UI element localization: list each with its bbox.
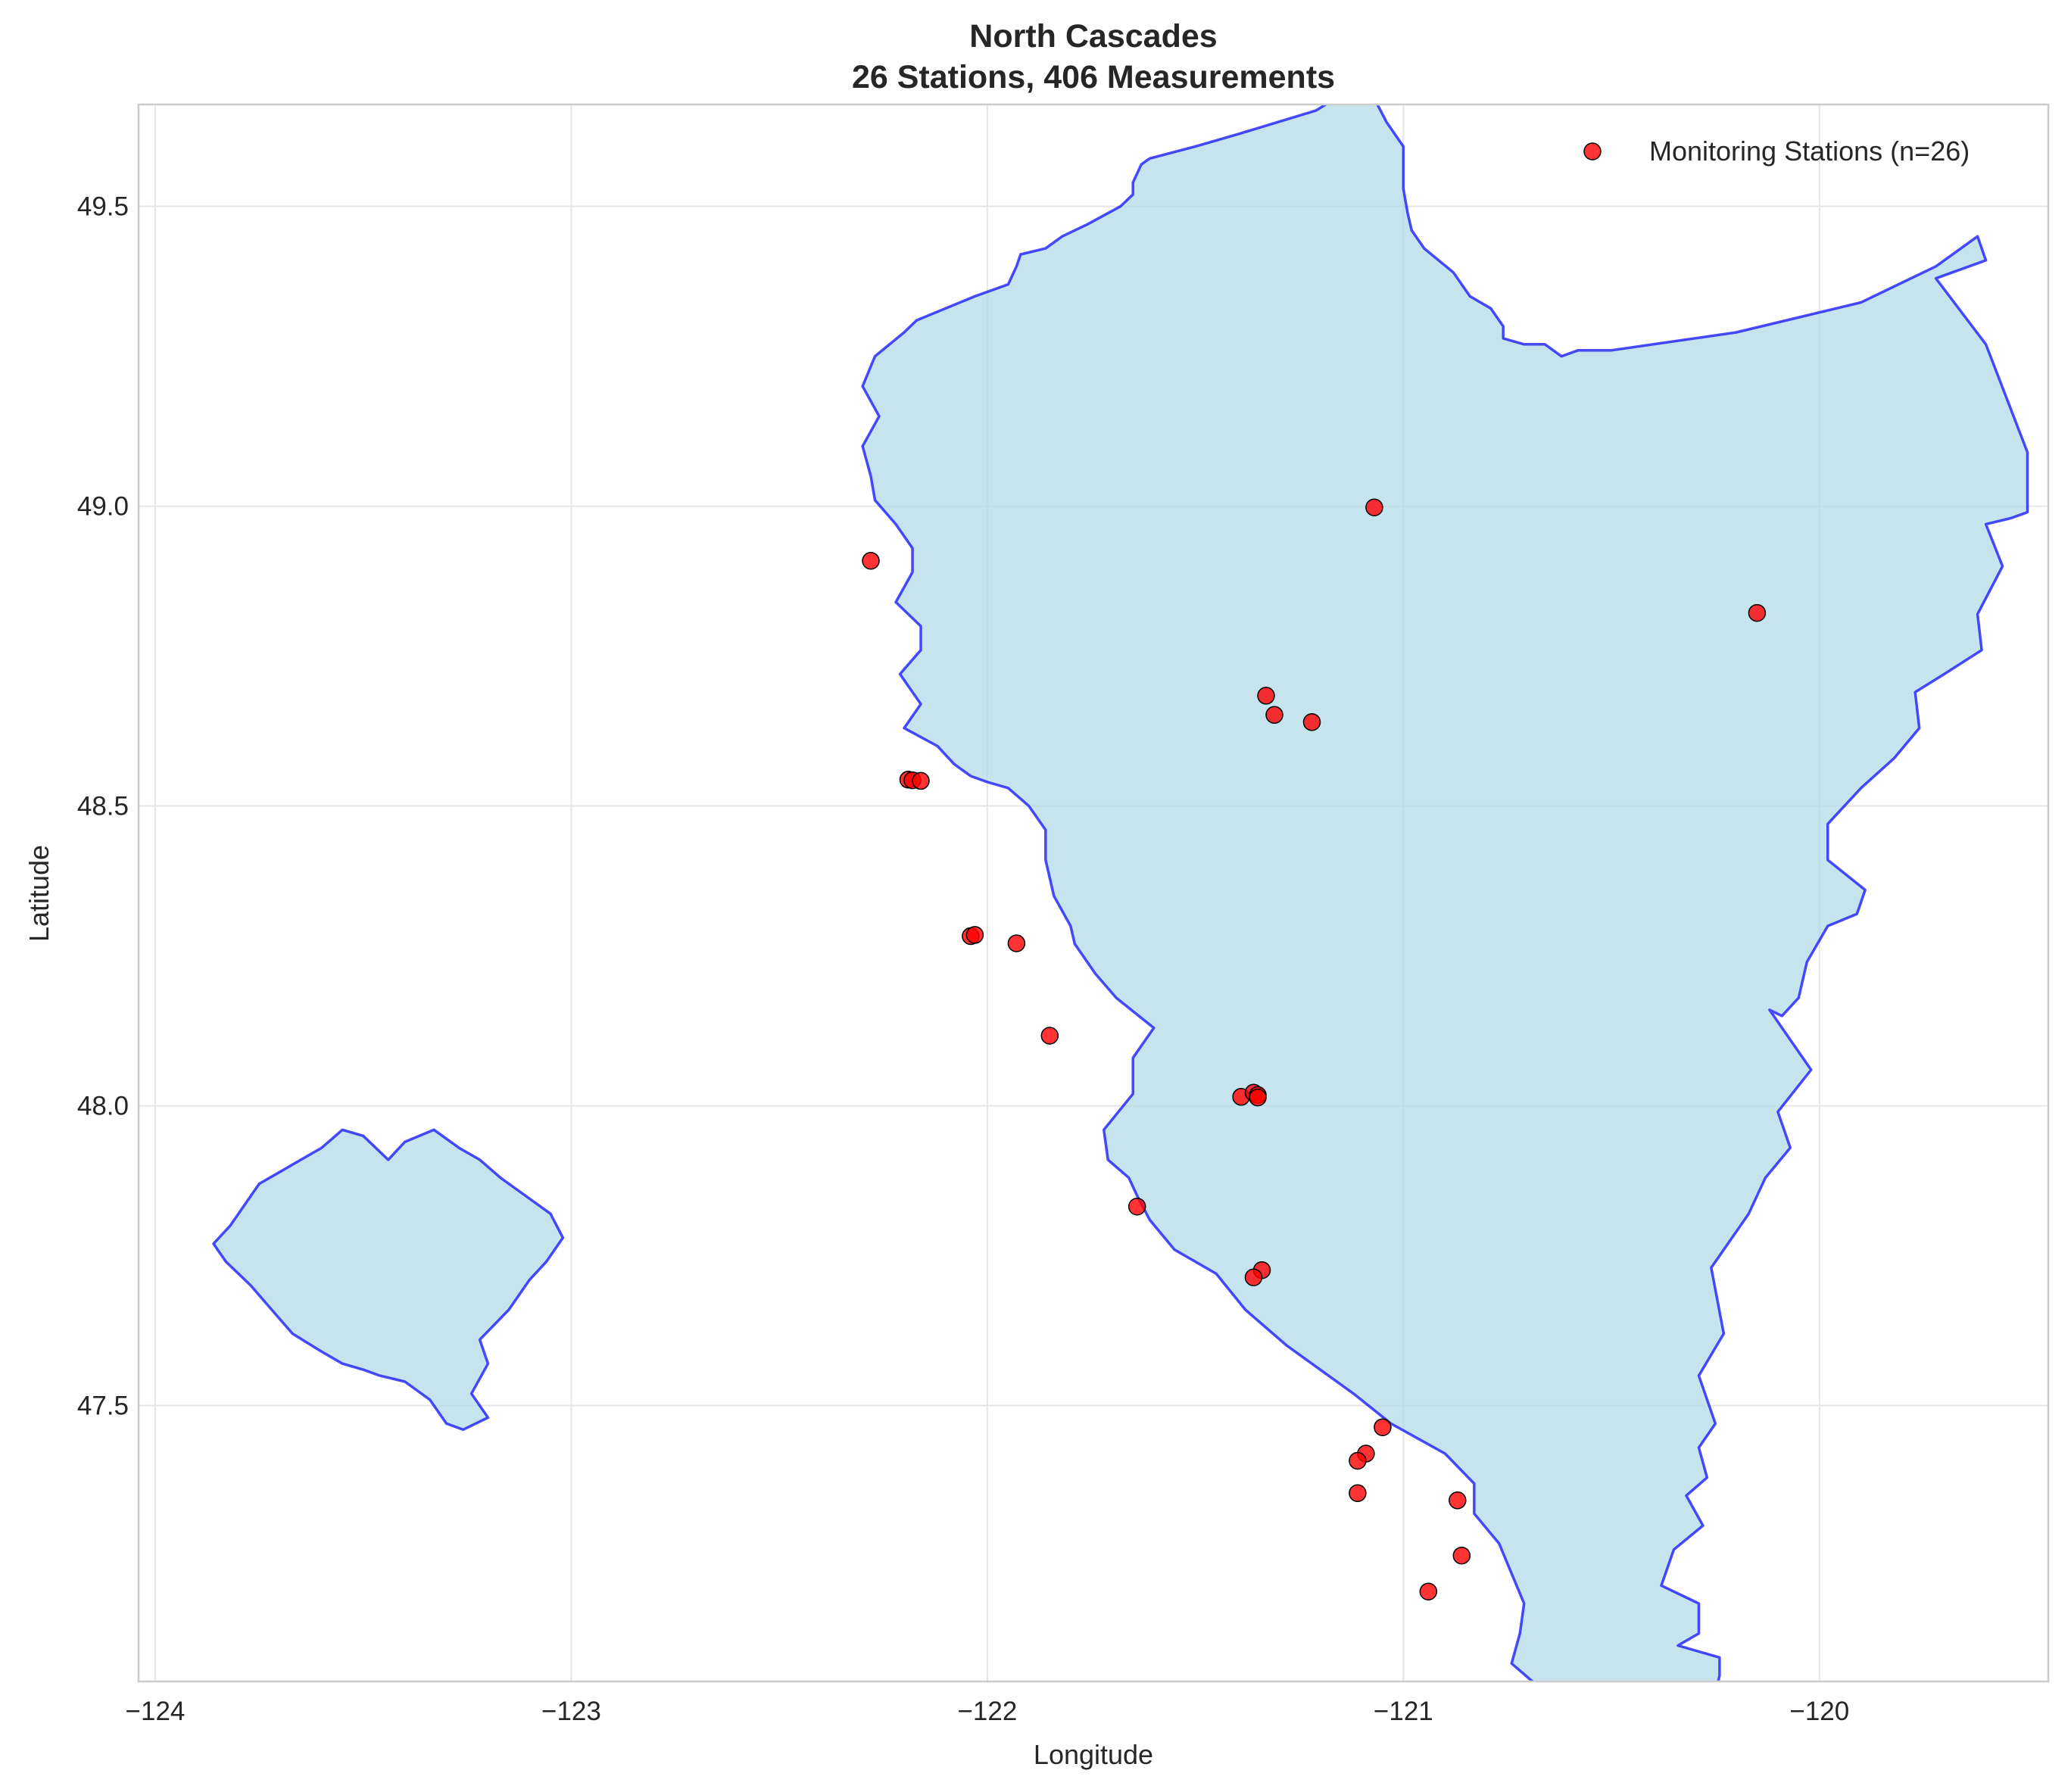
station-marker <box>1449 1491 1467 1510</box>
legend-marker <box>1583 142 1602 161</box>
x-tick-label: −121 <box>1374 1697 1433 1726</box>
station-marker <box>1349 1451 1367 1470</box>
x-axis-ticks: −124 −123 −122 −121 −120 <box>126 1697 1850 1726</box>
x-axis-label: Longitude <box>1034 1739 1153 1770</box>
station-marker <box>862 551 880 570</box>
station-marker <box>1748 603 1767 622</box>
x-tick-label: −120 <box>1789 1697 1849 1726</box>
legend-label: Monitoring Stations (n=26) <box>1649 136 1970 167</box>
station-marker <box>1257 687 1275 705</box>
station-marker <box>1419 1582 1438 1600</box>
x-tick-label: −122 <box>957 1697 1017 1726</box>
y-axis-label: Latitude <box>23 845 55 942</box>
station-marker <box>1128 1197 1146 1216</box>
station-marker <box>1265 706 1283 725</box>
chart-title: North Cascades <box>969 18 1217 55</box>
y-tick-label: 49.0 <box>77 492 129 522</box>
y-tick-label: 49.5 <box>77 192 129 222</box>
y-tick-label: 47.5 <box>77 1392 129 1421</box>
station-markers <box>862 498 1767 1600</box>
station-marker <box>1374 1418 1392 1436</box>
y-tick-label: 48.0 <box>77 1092 129 1121</box>
station-marker <box>1365 498 1383 516</box>
y-tick-label: 48.5 <box>77 792 129 821</box>
region-polygons <box>212 104 2029 1681</box>
x-tick-label: −124 <box>126 1697 186 1726</box>
legend: Monitoring Stations (n=26) <box>1583 136 1970 167</box>
region-polygon <box>861 104 2029 1681</box>
station-marker <box>1302 713 1321 731</box>
station-marker <box>1040 1027 1059 1045</box>
station-marker <box>965 926 984 944</box>
chart-subtitle: 26 Stations, 406 Measurements <box>852 59 1335 95</box>
station-marker <box>1452 1546 1471 1565</box>
station-marker <box>1244 1268 1263 1286</box>
plot-frame <box>137 103 2050 1683</box>
x-tick-label: −123 <box>541 1697 601 1726</box>
station-marker <box>1249 1088 1267 1107</box>
y-axis-ticks: 47.5 48.0 48.5 49.0 49.5 <box>77 192 129 1421</box>
station-marker <box>1007 934 1026 952</box>
region-polygon <box>212 1128 565 1432</box>
station-marker <box>912 771 930 790</box>
station-marker <box>1349 1484 1367 1503</box>
